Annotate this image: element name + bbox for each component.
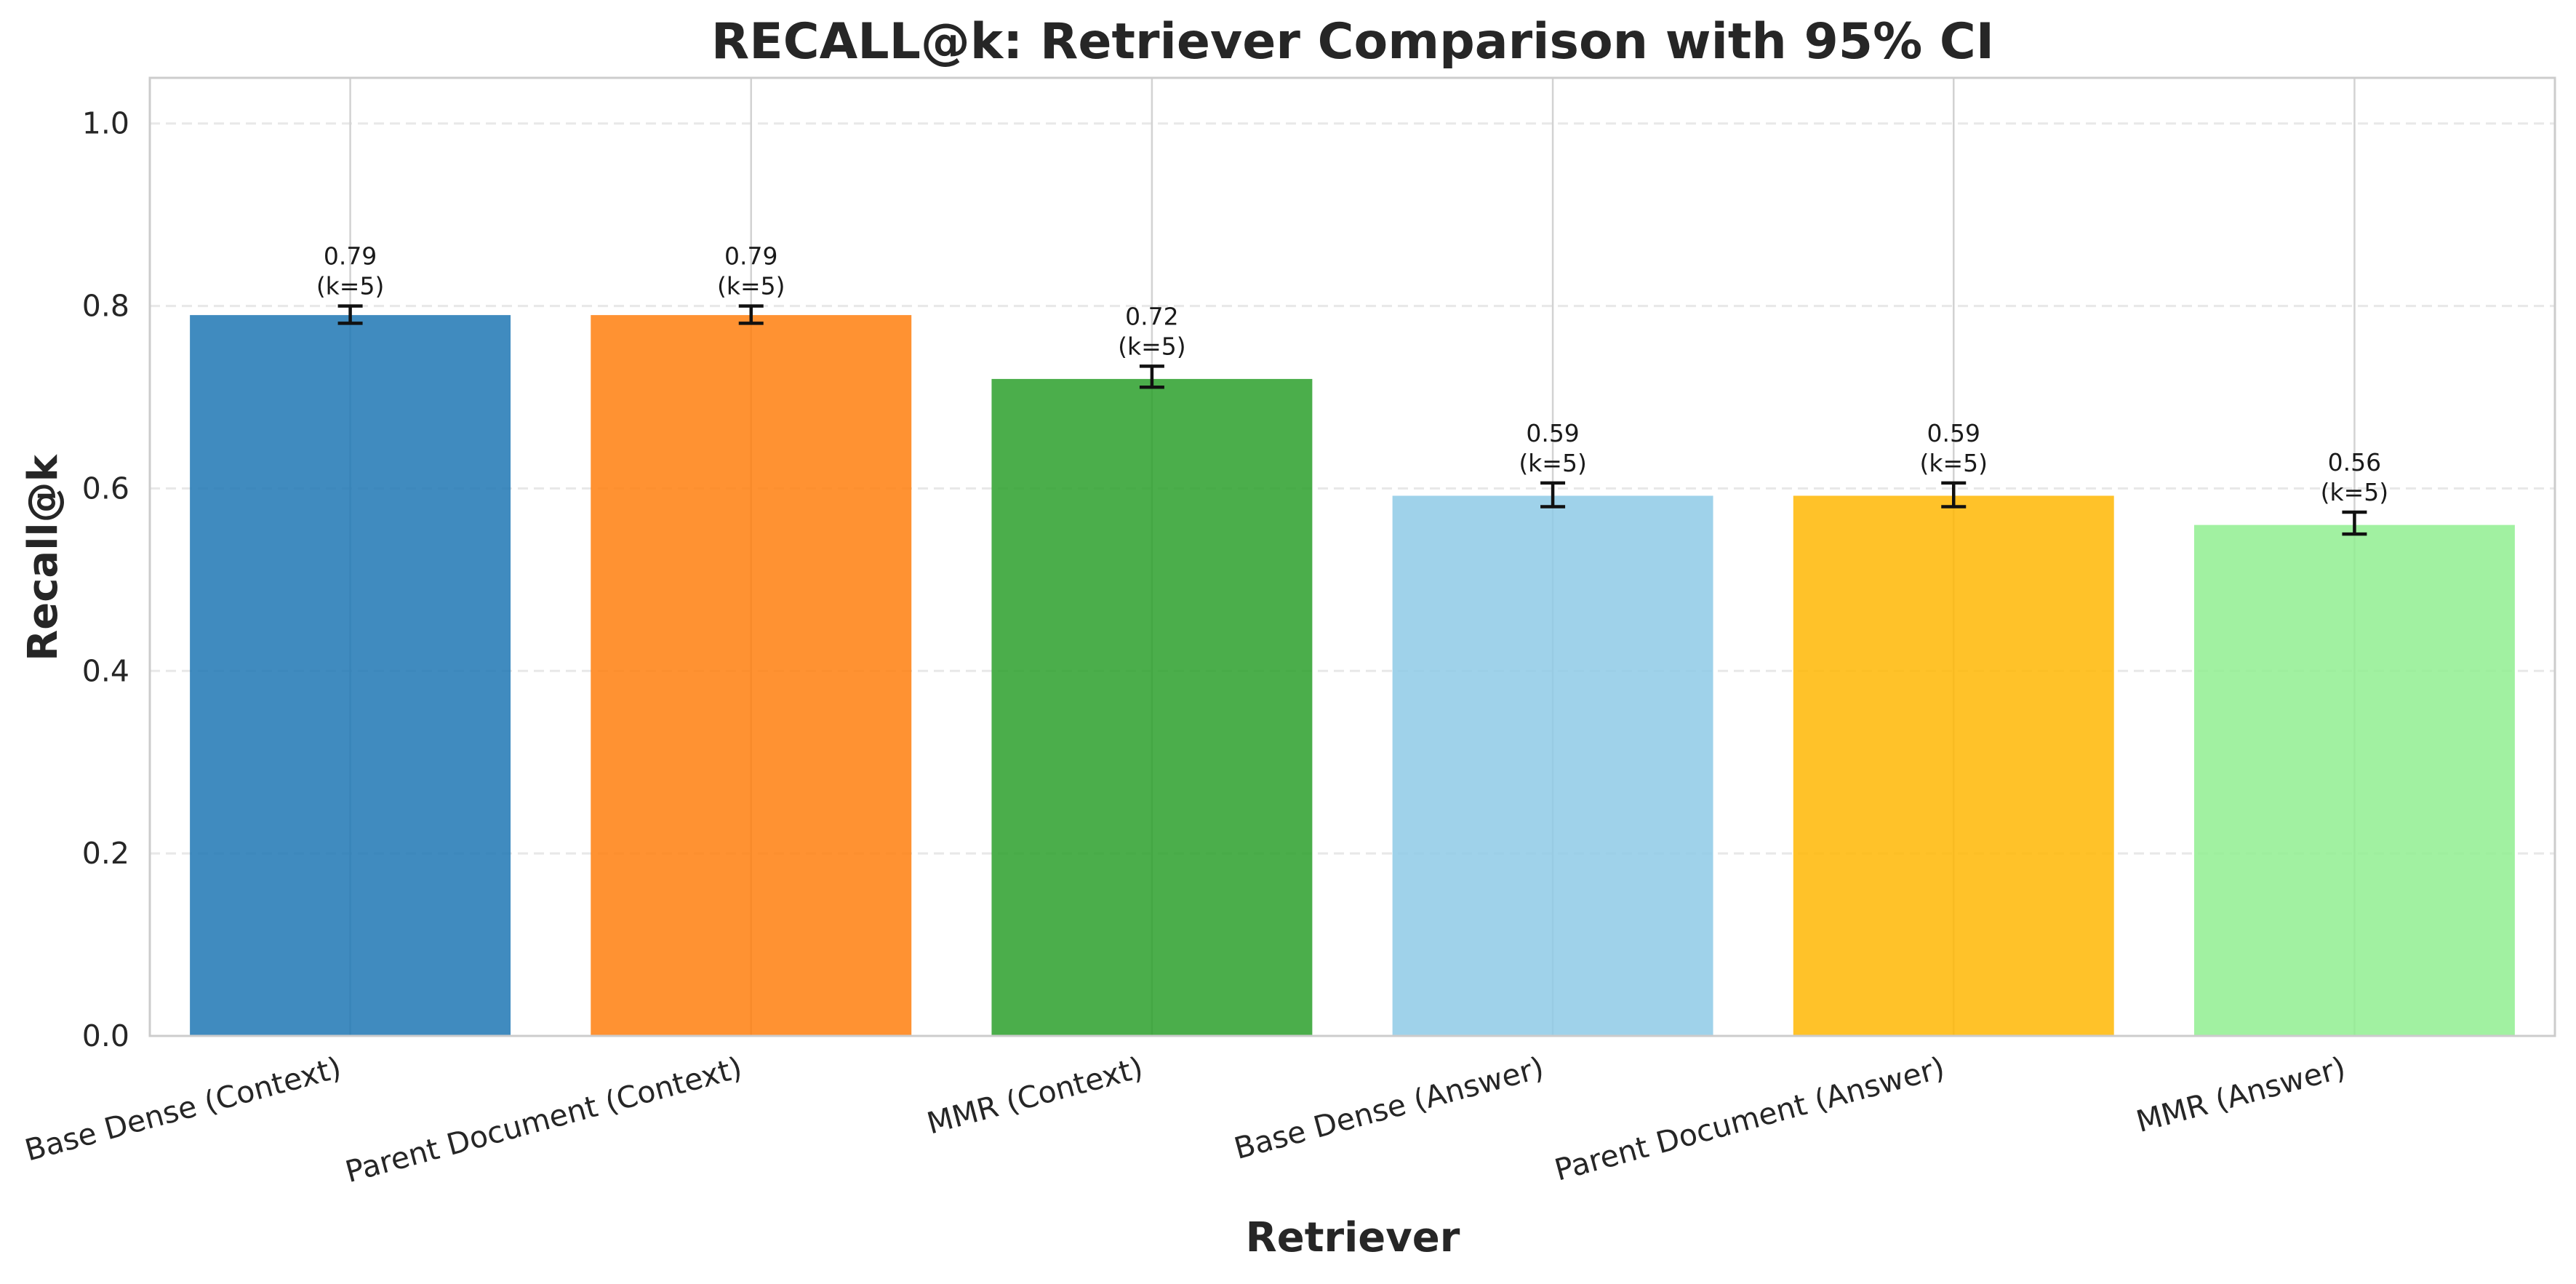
data-label-k: (k=5): [717, 272, 785, 300]
data-label-k: (k=5): [316, 272, 385, 300]
x-tick-label: MMR (Answer): [2132, 1050, 2349, 1139]
data-label-k: (k=5): [2321, 478, 2389, 506]
data-label-k: (k=5): [1519, 449, 1587, 477]
y-tick-label: 0.8: [82, 289, 129, 324]
data-label-value: 0.72: [1125, 302, 1178, 330]
x-tick-label: Base Dense (Context): [21, 1050, 345, 1168]
data-labels: 0.79(k=5)0.79(k=5)0.72(k=5)0.59(k=5)0.59…: [316, 242, 2388, 506]
x-axis-ticks: Base Dense (Context)Parent Document (Con…: [21, 1050, 2349, 1189]
error-bars: [337, 304, 2367, 536]
y-tick-label: 0.2: [82, 836, 129, 871]
data-label-value: 0.56: [2328, 448, 2381, 476]
y-tick-label: 0.4: [82, 653, 129, 688]
x-tick-label: Parent Document (Context): [342, 1050, 746, 1189]
x-tick-label: Base Dense (Answer): [1231, 1050, 1548, 1166]
data-label-k: (k=5): [1919, 449, 1988, 477]
y-tick-label: 0.6: [82, 471, 129, 506]
data-label-value: 0.59: [1927, 419, 1980, 447]
bar: [591, 315, 912, 1037]
bar: [190, 315, 511, 1037]
x-axis-label: Retriever: [1246, 1214, 1460, 1261]
x-tick-label: MMR (Context): [924, 1050, 1147, 1141]
bar: [1793, 495, 2114, 1036]
data-label-k: (k=5): [1118, 332, 1186, 360]
y-tick-label: 0.0: [82, 1018, 129, 1053]
chart-title: RECALL@k: Retriever Comparison with 95% …: [711, 13, 1994, 71]
bar: [2193, 525, 2515, 1036]
grid-lines: [150, 78, 2555, 1037]
bar: [991, 378, 1313, 1036]
data-label-value: 0.79: [324, 242, 377, 271]
data-label-value: 0.79: [724, 242, 777, 271]
y-axis-label: Recall@k: [20, 453, 67, 661]
bars: [190, 315, 2515, 1037]
x-tick-label: Parent Document (Answer): [1551, 1050, 1948, 1187]
y-tick-label: 1.0: [82, 106, 129, 141]
bar: [1392, 495, 1713, 1036]
plot-frame: [148, 76, 2556, 1037]
data-label-value: 0.59: [1526, 419, 1579, 447]
y-axis-ticks: 0.0 0.2 0.4 0.6 0.8 1.0: [82, 106, 129, 1053]
